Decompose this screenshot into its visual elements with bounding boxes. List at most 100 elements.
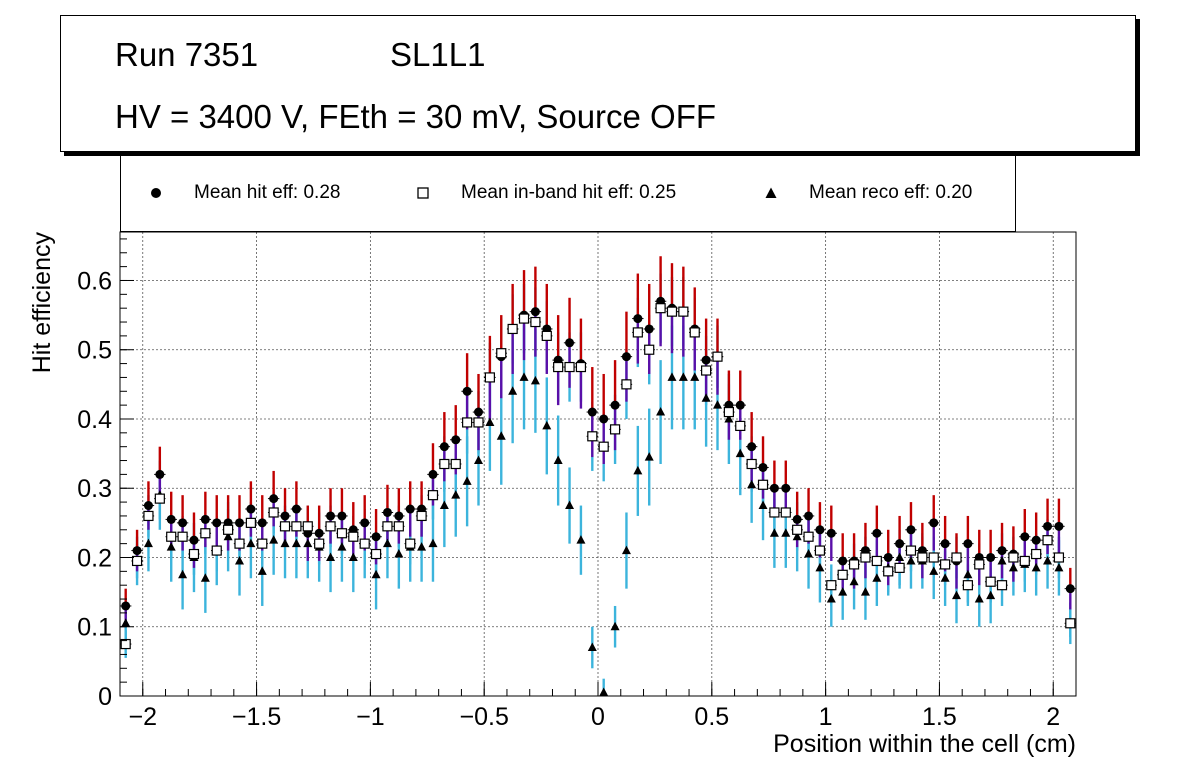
- reco-point: [656, 407, 666, 416]
- reco-point: [474, 455, 483, 465]
- inband-point: [1053, 552, 1065, 563]
- reco-point: [553, 455, 563, 465]
- hit-point: [735, 400, 745, 410]
- reco-point: [382, 538, 392, 548]
- reco-point: [1031, 562, 1041, 572]
- hit-point: [212, 518, 222, 528]
- inband-point: [928, 552, 939, 563]
- reco-point: [1054, 562, 1064, 572]
- inband-point: [723, 406, 734, 418]
- run-layer-line: Run 7351 SL1L1: [115, 36, 485, 74]
- reco-point: [519, 372, 529, 381]
- x-axis-label: Position within the cell (cm): [773, 730, 1076, 758]
- inband-point: [803, 531, 814, 542]
- hit-point: [758, 462, 768, 472]
- y-tick-label: 0.4: [77, 406, 112, 434]
- x-tick-label: 1: [819, 703, 833, 731]
- hit-point: [530, 307, 540, 317]
- y-tick-label: 0: [98, 683, 112, 711]
- hit-point: [838, 556, 848, 566]
- inband-point: [530, 316, 541, 328]
- inband-point: [427, 490, 439, 501]
- x-tick-label: −1.5: [232, 703, 281, 731]
- hit-point: [269, 494, 279, 504]
- inband-point: [143, 510, 154, 522]
- inband-point: [291, 521, 302, 532]
- inband-point: [940, 559, 951, 570]
- inband-point: [678, 306, 689, 317]
- reco-point: [713, 400, 722, 409]
- inband-point: [188, 548, 200, 560]
- x-tick-label: 0.5: [694, 703, 729, 731]
- hit-point: [235, 518, 244, 528]
- reco-point: [838, 587, 848, 596]
- reco-point: [143, 538, 153, 548]
- inband-point: [746, 458, 757, 470]
- x-tick-label: 2: [1046, 703, 1060, 731]
- reco-point: [1043, 555, 1053, 565]
- legend-hit-marker: [151, 188, 161, 198]
- inband-point: [325, 521, 336, 532]
- reco-point: [895, 552, 905, 561]
- hit-point: [439, 442, 449, 452]
- reco-point: [303, 538, 313, 548]
- reco-point: [815, 562, 825, 572]
- inband-point: [154, 493, 165, 504]
- hit-point: [462, 386, 472, 396]
- hit-point: [769, 483, 779, 493]
- inband-point: [712, 351, 723, 362]
- inband-point: [336, 528, 348, 539]
- hit-point: [599, 414, 609, 424]
- reco-point: [929, 566, 939, 575]
- x-tick-label: −1: [356, 703, 385, 731]
- reco-point: [849, 576, 859, 586]
- reco-point: [644, 452, 654, 461]
- hit-point: [405, 504, 415, 514]
- inband-point: [462, 417, 473, 428]
- reco-point: [678, 372, 688, 381]
- hit-point: [291, 504, 301, 514]
- reco-point: [223, 531, 233, 541]
- reco-point: [269, 535, 279, 544]
- inband-point: [792, 524, 803, 535]
- reco-point: [565, 500, 575, 510]
- reco-point: [394, 549, 404, 558]
- reco-point: [166, 542, 176, 551]
- reco-point: [576, 535, 586, 544]
- inband-point: [348, 531, 359, 542]
- inband-point: [541, 330, 552, 341]
- y-tick-label: 0.5: [77, 337, 112, 365]
- hit-point: [474, 407, 483, 417]
- reco-point: [451, 490, 461, 499]
- reco-point: [633, 465, 643, 475]
- inband-point: [223, 524, 234, 535]
- hit-point: [189, 535, 199, 545]
- reco-point: [769, 528, 779, 537]
- reco-point: [860, 587, 870, 596]
- hit-point: [1043, 521, 1053, 531]
- x-tick-label: −0.5: [460, 703, 509, 731]
- reco-point: [986, 590, 996, 600]
- hit-point: [394, 511, 404, 521]
- y-axis-label: Hit efficiency: [28, 232, 56, 374]
- inband-point: [393, 521, 404, 532]
- reco-point: [121, 618, 131, 627]
- inband-point: [837, 569, 848, 580]
- reco-point: [690, 372, 700, 381]
- reco-point: [326, 552, 336, 561]
- inband-point: [871, 555, 882, 567]
- hit-point: [747, 442, 757, 452]
- inband-point: [894, 562, 905, 573]
- inband-point: [245, 517, 256, 528]
- hit-point: [986, 552, 996, 562]
- hit-point: [1054, 521, 1064, 531]
- inband-point: [769, 507, 780, 518]
- reco-point: [428, 538, 438, 548]
- hit-point: [621, 352, 631, 362]
- reco-point: [804, 549, 814, 558]
- hit-point: [326, 511, 336, 521]
- hit-point: [143, 501, 153, 511]
- inband-point: [257, 538, 268, 549]
- axes: −2 −1.5 −1 −0.5 0 0.5 1 1.5 2 0 0.1 0.2 0.3 0.4 0.5 0.6: [77, 238, 1060, 731]
